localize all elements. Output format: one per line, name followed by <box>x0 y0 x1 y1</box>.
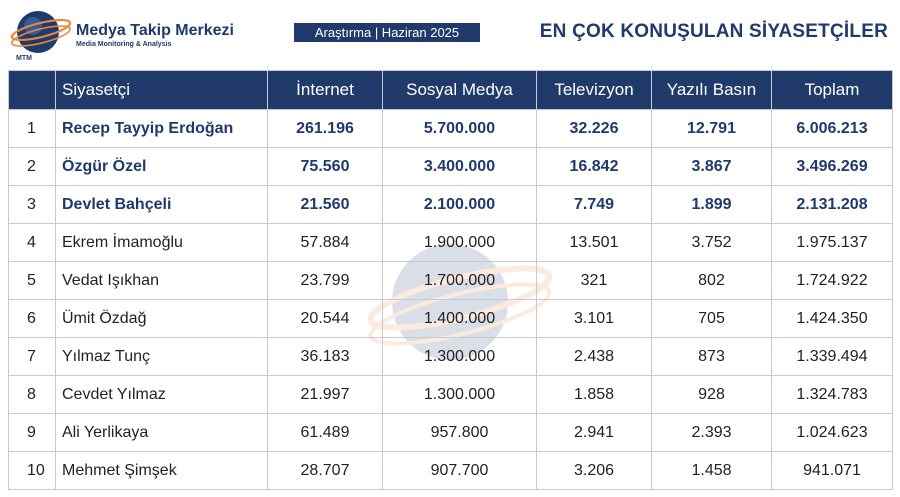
cell-social-media: 5.700.000 <box>382 109 537 148</box>
cell-print-press: 3.867 <box>651 147 772 186</box>
cell-print-press: 1.458 <box>651 451 772 490</box>
cell-television: 3.101 <box>536 299 652 338</box>
table-row: 9 Ali Yerlikaya 61.489 957.800 2.941 2.393 1.0… <box>8 413 893 452</box>
table-row: 1 Recep Tayyip Erdoğan 261.196 5.700.000 32.… <box>8 109 893 148</box>
brand-subtitle: Media Monitoring & Analysis <box>76 41 172 48</box>
cell-print-press: 2.393 <box>651 413 772 452</box>
cell-total: 1.324.783 <box>771 375 893 414</box>
cell-politician: Mehmet Şimşek <box>55 451 268 490</box>
cell-internet: 20.544 <box>267 299 383 338</box>
cell-social-media: 1.300.000 <box>382 375 537 414</box>
header-politician: Siyasetçi <box>55 70 268 110</box>
cell-television: 1.858 <box>536 375 652 414</box>
cell-rank: 8 <box>8 375 56 414</box>
table-row: 10 Mehmet Şimşek 28.707 907.700 3.206 1.458 94… <box>8 451 893 490</box>
brand-name: Medya Takip Merkezi <box>76 22 234 39</box>
cell-social-media: 3.400.000 <box>382 147 537 186</box>
cell-internet: 261.196 <box>267 109 383 148</box>
table-row: 4 Ekrem İmamoğlu 57.884 1.900.000 13.501 3.75… <box>8 223 893 262</box>
cell-rank: 2 <box>8 147 56 186</box>
page-header: MTM Medya Takip Merkezi Media Monitoring… <box>0 0 900 66</box>
table-row: 3 Devlet Bahçeli 21.560 2.100.000 7.749 1.899… <box>8 185 893 224</box>
cell-internet: 28.707 <box>267 451 383 490</box>
cell-television: 321 <box>536 261 652 300</box>
cell-politician: Özgür Özel <box>55 147 268 186</box>
cell-rank: 4 <box>8 223 56 262</box>
cell-print-press: 1.899 <box>651 185 772 224</box>
cell-print-press: 928 <box>651 375 772 414</box>
period-badge: Araştırma | Haziran 2025 <box>294 23 480 42</box>
cell-internet: 21.560 <box>267 185 383 224</box>
header-social-media: Sosyal Medya <box>382 70 537 110</box>
cell-politician: Devlet Bahçeli <box>55 185 268 224</box>
logo-text: MTM <box>16 55 32 62</box>
politicians-table: Siyasetçi İnternet Sosyal Medya Televizy… <box>8 70 893 490</box>
cell-print-press: 705 <box>651 299 772 338</box>
cell-total: 1.975.137 <box>771 223 893 262</box>
cell-print-press: 3.752 <box>651 223 772 262</box>
cell-internet: 57.884 <box>267 223 383 262</box>
cell-rank: 7 <box>8 337 56 376</box>
cell-television: 2.941 <box>536 413 652 452</box>
page-title: EN ÇOK KONUŞULAN SİYASETÇİLER <box>539 21 888 42</box>
cell-politician: Recep Tayyip Erdoğan <box>55 109 268 148</box>
cell-total: 1.724.922 <box>771 261 893 300</box>
table-row: 6 Ümit Özdağ 20.544 1.400.000 3.101 705 1.424.… <box>8 299 893 338</box>
cell-social-media: 1.400.000 <box>382 299 537 338</box>
cell-television: 32.226 <box>536 109 652 148</box>
header-print-press: Yazılı Basın <box>651 70 772 110</box>
cell-social-media: 1.900.000 <box>382 223 537 262</box>
cell-social-media: 1.300.000 <box>382 337 537 376</box>
cell-rank: 5 <box>8 261 56 300</box>
mtm-globe-logo-icon: MTM <box>10 11 72 62</box>
cell-politician: Cevdet Yılmaz <box>55 375 268 414</box>
table-row: 5 Vedat Işıkhan 23.799 1.700.000 321 802 1.724… <box>8 261 893 300</box>
cell-internet: 61.489 <box>267 413 383 452</box>
table-header-row: Siyasetçi İnternet Sosyal Medya Televizy… <box>8 70 893 110</box>
header-rank <box>8 70 56 110</box>
cell-internet: 36.183 <box>267 337 383 376</box>
cell-print-press: 802 <box>651 261 772 300</box>
cell-politician: Yılmaz Tunç <box>55 337 268 376</box>
header-television: Televizyon <box>536 70 652 110</box>
table-row: 2 Özgür Özel 75.560 3.400.000 16.842 3.867 3.4… <box>8 147 893 186</box>
cell-politician: Ümit Özdağ <box>55 299 268 338</box>
cell-television: 2.438 <box>536 337 652 376</box>
cell-politician: Vedat Işıkhan <box>55 261 268 300</box>
cell-print-press: 12.791 <box>651 109 772 148</box>
cell-total: 1.424.350 <box>771 299 893 338</box>
cell-politician: Ali Yerlikaya <box>55 413 268 452</box>
cell-total: 3.496.269 <box>771 147 893 186</box>
cell-social-media: 1.700.000 <box>382 261 537 300</box>
cell-rank: 9 <box>8 413 56 452</box>
cell-politician: Ekrem İmamoğlu <box>55 223 268 262</box>
cell-internet: 23.799 <box>267 261 383 300</box>
cell-print-press: 873 <box>651 337 772 376</box>
cell-social-media: 957.800 <box>382 413 537 452</box>
cell-rank: 6 <box>8 299 56 338</box>
cell-total: 1.339.494 <box>771 337 893 376</box>
cell-total: 941.071 <box>771 451 893 490</box>
cell-internet: 75.560 <box>267 147 383 186</box>
table-row: 8 Cevdet Yılmaz 21.997 1.300.000 1.858 928 1.3… <box>8 375 893 414</box>
table-row: 7 Yılmaz Tunç 36.183 1.300.000 2.438 873 1.339… <box>8 337 893 376</box>
cell-television: 13.501 <box>536 223 652 262</box>
cell-television: 3.206 <box>536 451 652 490</box>
cell-rank: 10 <box>8 451 56 490</box>
cell-internet: 21.997 <box>267 375 383 414</box>
header-total: Toplam <box>771 70 893 110</box>
cell-social-media: 907.700 <box>382 451 537 490</box>
cell-television: 7.749 <box>536 185 652 224</box>
cell-total: 6.006.213 <box>771 109 893 148</box>
cell-social-media: 2.100.000 <box>382 185 537 224</box>
cell-total: 2.131.208 <box>771 185 893 224</box>
cell-rank: 1 <box>8 109 56 148</box>
cell-rank: 3 <box>8 185 56 224</box>
cell-total: 1.024.623 <box>771 413 893 452</box>
cell-television: 16.842 <box>536 147 652 186</box>
header-internet: İnternet <box>267 70 383 110</box>
